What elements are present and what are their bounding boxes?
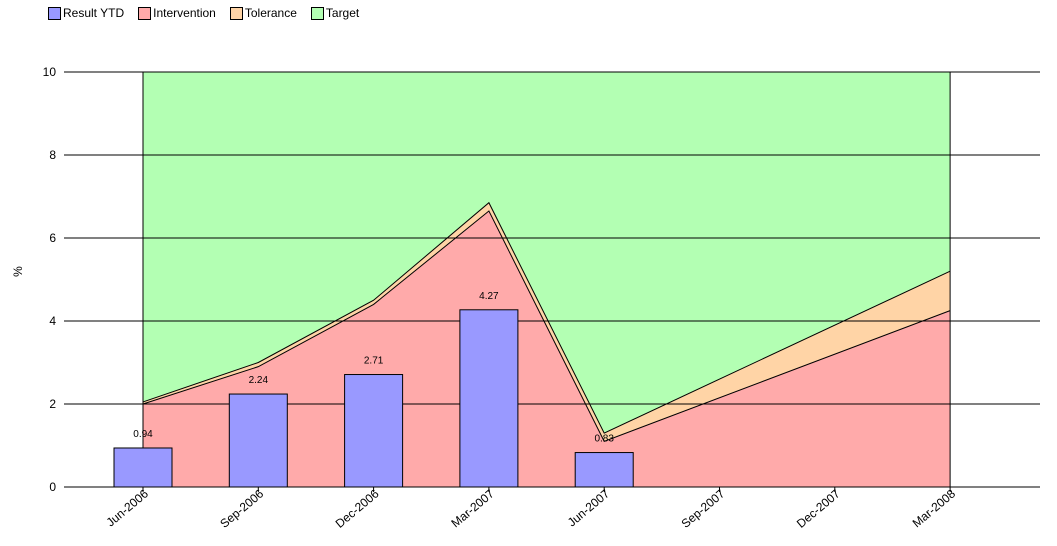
legend-label-intervention: Intervention [153,6,216,20]
legend-label-result-ytd: Result YTD [63,6,125,20]
x-tick-label-sep-2006: Sep-2006 [217,486,266,530]
y-tick-label-4: 4 [49,314,56,328]
bar-label-dec-2006: 2.71 [364,356,384,367]
y-tick-label-6: 6 [49,231,56,245]
y-tick-label-8: 8 [49,148,56,162]
x-tick-label-jun-2007: Jun-2007 [565,486,613,529]
legend-swatch-tolerance [229,6,243,20]
chart-legend: Result YTD Intervention Tolerance Target [48,6,359,20]
legend-item-target: Target [310,6,360,20]
area-edge-intervention [142,210,951,442]
bar-jun-2007 [574,452,634,488]
x-tick-label-dec-2006: Dec-2006 [333,486,382,530]
x-tick-label-sep-2007: Sep-2007 [679,486,728,530]
legend-swatch-target [310,6,324,20]
bar-label-jun-2007: 0.83 [594,434,614,445]
bar-mar-2007 [459,309,519,488]
legend-swatch-intervention [138,6,152,20]
x-tick-label-mar-2008: Mar-2008 [910,486,959,530]
bar-label-mar-2007: 4.27 [479,291,499,302]
y-tick-label-2: 2 [49,397,56,411]
legend-item-result-ytd: Result YTD [48,6,124,20]
area-edge-tolerance [142,201,951,434]
bar-sep-2006 [228,393,288,488]
legend-label-target: Target [325,6,360,20]
legend-item-tolerance: Tolerance [229,6,297,20]
legend-item-intervention: Intervention [138,6,216,20]
legend-label-tolerance: Tolerance [244,6,297,20]
bar-jun-2006 [113,447,173,488]
x-tick-label-mar-2007: Mar-2007 [448,486,497,530]
y-tick-label-10: 10 [43,65,57,79]
bar-label-jun-2006: 0.94 [133,429,153,440]
legend-swatch-result-ytd [48,6,61,20]
y-axis-label: % [11,266,25,277]
y-tick-label-0: 0 [49,480,56,494]
bar-label-sep-2006: 2.24 [249,375,269,386]
x-tick-label-jun-2006: Jun-2006 [104,486,152,529]
bar-dec-2006 [344,374,404,488]
x-tick-label-dec-2007: Dec-2007 [794,486,843,530]
